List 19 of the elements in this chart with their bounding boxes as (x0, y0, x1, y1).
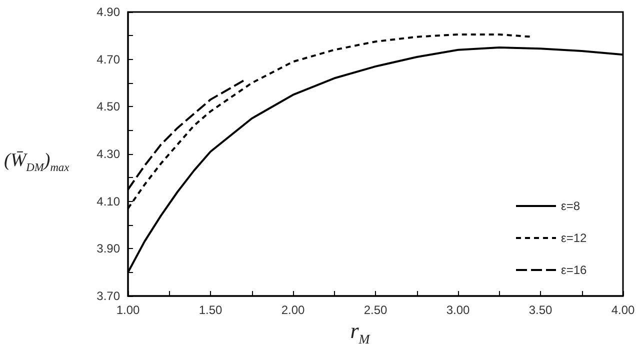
x-tick-label: 1.00 (116, 303, 140, 317)
x-tick-label: 1.50 (198, 303, 222, 317)
x-tick-label: 3.00 (446, 303, 470, 317)
y-tick-label: 4.30 (96, 147, 120, 161)
y-tick-label: 4.70 (96, 52, 120, 66)
y-tick-label: 3.70 (96, 289, 120, 303)
legend-label: ε=12 (561, 231, 588, 245)
x-tick-label: 3.50 (528, 303, 552, 317)
y-tick-label: 4.50 (96, 100, 120, 114)
y-tick-label: 3.90 (96, 242, 120, 256)
legend-label: ε=8 (561, 199, 580, 213)
y-tick-label: 4.10 (96, 194, 120, 208)
x-tick-label: 2.50 (364, 303, 388, 317)
x-axis-title: r$_{M}$ (350, 318, 370, 348)
y-tick-label: 4.90 (96, 5, 120, 19)
legend-label: ε=16 (561, 263, 588, 277)
x-tick-label: 4.00 (611, 303, 635, 317)
x-tick-label: 2.00 (281, 303, 305, 317)
y-axis-title: (W̄$_{DM}$)$_{max}$ (4, 150, 70, 174)
